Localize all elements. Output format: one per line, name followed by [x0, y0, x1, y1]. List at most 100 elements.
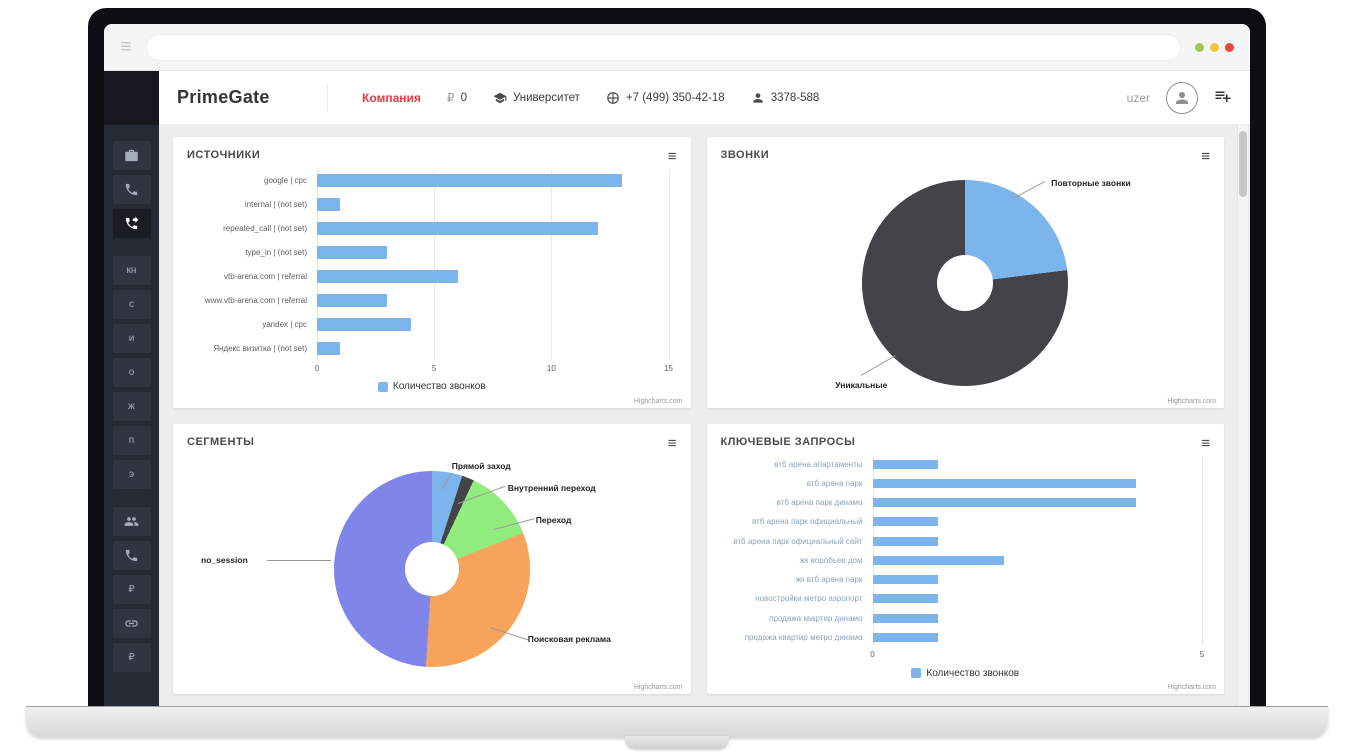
- highcharts-credit[interactable]: Highcharts.com: [1167, 684, 1216, 691]
- bar[interactable]: [872, 613, 939, 623]
- bar[interactable]: [317, 293, 388, 307]
- bar-chart-keywords: втб арена апартаменты втб арена парк втб а…: [721, 455, 1211, 685]
- nav-university[interactable]: Университет: [493, 91, 580, 105]
- sidebar-item-payments[interactable]: ₽: [112, 575, 151, 604]
- pie-slice-label: Повторные звонки: [1051, 178, 1131, 188]
- bar[interactable]: [317, 245, 388, 259]
- avatar-person-icon: [1176, 91, 1188, 104]
- browser-chrome: ≡: [104, 24, 1250, 71]
- category-label: втб арена парк официальный: [752, 517, 863, 527]
- bar[interactable]: [872, 459, 939, 469]
- ruble-icon: ₽: [128, 584, 135, 595]
- scrollbar-thumb[interactable]: [1239, 131, 1247, 197]
- sidebar-item-p[interactable]: п: [112, 426, 151, 455]
- header-phone[interactable]: +7 (499) 350-42-18: [606, 91, 725, 105]
- sidebar-item-s[interactable]: с: [112, 290, 151, 319]
- chart-menu-icon[interactable]: ≡: [1201, 434, 1210, 452]
- bar-row: Яндекс визитка | (not set): [187, 341, 677, 355]
- balance-value: 0: [460, 91, 467, 104]
- legend-item[interactable]: Количество звонков: [721, 662, 1211, 684]
- bar[interactable]: [872, 555, 1005, 565]
- legend-label: Количество звонков: [926, 667, 1020, 679]
- highcharts-credit[interactable]: Highcharts.com: [1167, 397, 1216, 405]
- bar-row: www.vtb-arena.com | referral: [187, 293, 677, 307]
- bar-row: продажа квартир метро динамо: [721, 632, 1211, 642]
- bar[interactable]: [317, 221, 599, 235]
- app: PrimeGate Компания ₽ 0 Университет +7 (4…: [104, 71, 1250, 706]
- chart-menu-icon[interactable]: ≡: [1201, 148, 1210, 165]
- category-label: internal | (not set): [244, 199, 307, 209]
- sidebar-item-billing[interactable]: ₽: [112, 643, 151, 672]
- sidebar-item-calltracking[interactable]: [112, 209, 151, 238]
- window-control-yellow[interactable]: [1210, 42, 1219, 52]
- chart-menu-icon[interactable]: ≡: [667, 148, 677, 165]
- bar-plot: втб арена апартаменты втб арена парк втб а…: [721, 455, 1211, 648]
- bar[interactable]: [872, 478, 1137, 488]
- bar-row: vtb-arena.com | referral: [187, 269, 677, 283]
- donut-chart[interactable]: [333, 471, 530, 668]
- browser-menu-icon[interactable]: ≡: [120, 36, 132, 58]
- bar[interactable]: [317, 341, 341, 355]
- category-label: жк втб арена парк: [795, 575, 863, 585]
- sidebar-item-briefcase[interactable]: [112, 141, 151, 170]
- bar[interactable]: [317, 197, 341, 211]
- window-control-green[interactable]: [1195, 42, 1204, 52]
- sidebar-item-calls[interactable]: [112, 175, 151, 204]
- app-header: PrimeGate Компания ₽ 0 Университет +7 (4…: [159, 71, 1250, 125]
- window-control-red[interactable]: [1225, 42, 1234, 52]
- username: uzer: [1126, 90, 1150, 105]
- bar[interactable]: [872, 536, 939, 546]
- sidebar-item-o[interactable]: о: [112, 358, 151, 387]
- bar[interactable]: [317, 173, 622, 187]
- bar[interactable]: [872, 632, 939, 642]
- bar[interactable]: [317, 269, 458, 283]
- balance[interactable]: ₽ 0: [447, 91, 467, 105]
- legend-item[interactable]: Количество звонков: [187, 376, 677, 398]
- bar-row: repeated_call | (not set): [187, 221, 677, 235]
- bar-row: втб арена парк: [721, 478, 1211, 488]
- gridline: [668, 170, 670, 359]
- phone-forwarded-icon: [125, 216, 139, 230]
- bar[interactable]: [872, 517, 939, 527]
- chart-menu-icon[interactable]: ≡: [667, 434, 677, 452]
- category-label: google | cpc: [264, 175, 307, 185]
- highcharts-credit[interactable]: Highcharts.com: [633, 684, 683, 691]
- pie-stage: Повторные звонки Уникальные: [721, 168, 1211, 398]
- category-label: новостройки метро аэропорт: [755, 594, 863, 604]
- highcharts-credit[interactable]: Highcharts.com: [633, 397, 683, 405]
- nav-company[interactable]: Компания: [362, 90, 421, 105]
- laptop-frame: ≡ PrimeGate Компания ₽ 0: [88, 8, 1266, 708]
- sidebar-item-integrations[interactable]: [112, 609, 151, 638]
- sidebar-item-e[interactable]: э: [112, 460, 151, 489]
- account[interactable]: 3378-588: [751, 91, 819, 105]
- pie-connector-line: [267, 560, 331, 562]
- bar-track: [872, 459, 1203, 469]
- sidebar-item-kn[interactable]: кн: [112, 256, 151, 285]
- bar[interactable]: [872, 575, 939, 585]
- axis-tick-label: 0: [870, 650, 875, 659]
- sidebar-item-telephony[interactable]: [112, 541, 151, 570]
- card-sources: ИСТОЧНИКИ ≡ google | cpc internal | (not …: [173, 137, 691, 408]
- header-divider: [327, 84, 328, 111]
- logo[interactable]: PrimeGate: [177, 87, 270, 107]
- category-label: жк воробьев дом: [799, 555, 863, 565]
- bar[interactable]: [872, 498, 1137, 508]
- category-label: type_in | (not set): [245, 247, 307, 257]
- bar[interactable]: [872, 594, 939, 604]
- sidebar-item-i[interactable]: и: [112, 324, 151, 353]
- axis-tick-label: 0: [314, 363, 320, 373]
- pie-slice-label: Переход: [535, 514, 572, 525]
- donut-chart[interactable]: [862, 179, 1069, 386]
- bar-track: [872, 555, 1203, 565]
- category-label: продажа квартир динамо: [769, 613, 863, 623]
- playlist-add-icon[interactable]: [1214, 87, 1232, 108]
- bar-row: internal | (not set): [187, 197, 677, 211]
- bar-track: [872, 536, 1203, 546]
- url-bar[interactable]: [145, 33, 1181, 61]
- scrollbar[interactable]: [1237, 125, 1248, 706]
- bar[interactable]: [317, 317, 411, 331]
- avatar[interactable]: [1166, 81, 1198, 114]
- bar-row: втб арена парк официальный сайт: [721, 536, 1211, 546]
- sidebar-item-zh[interactable]: ж: [112, 392, 151, 421]
- sidebar-item-contacts[interactable]: [112, 507, 151, 536]
